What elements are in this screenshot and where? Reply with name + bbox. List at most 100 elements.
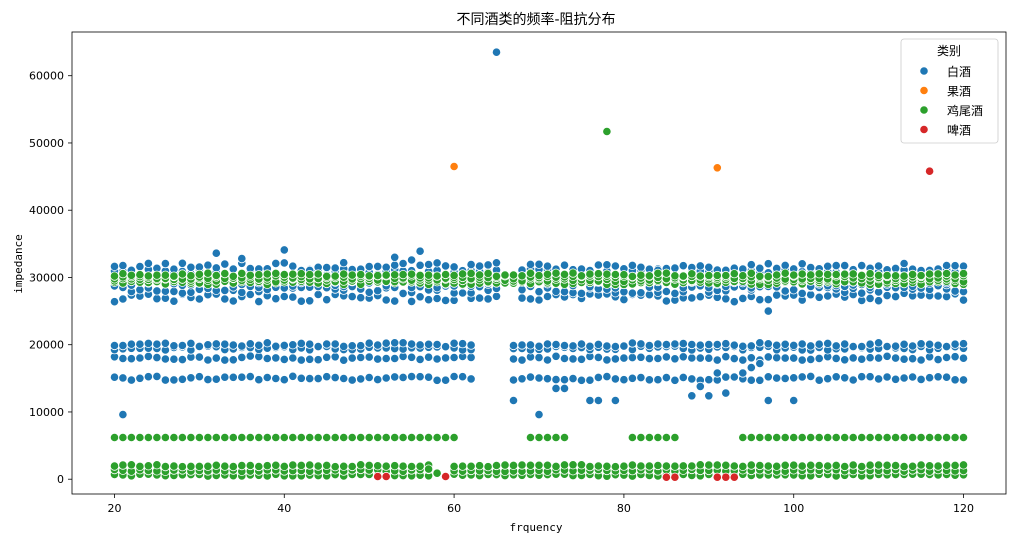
data-point (559, 375, 570, 385)
data-point (322, 295, 332, 305)
legend-marker (919, 66, 929, 76)
data-point (322, 352, 332, 362)
data-point (220, 432, 230, 443)
data-point (135, 432, 145, 443)
data-point (542, 269, 553, 279)
data-point (262, 269, 272, 279)
y-axis-label: impedance (12, 234, 25, 294)
data-point (899, 339, 909, 349)
data-point (373, 286, 383, 296)
data-point (500, 270, 510, 280)
data-point (721, 270, 731, 281)
data-point (339, 355, 349, 365)
data-point (653, 268, 663, 278)
data-point (313, 355, 323, 365)
data-point (958, 375, 969, 385)
data-point (135, 373, 145, 383)
data-point (806, 341, 816, 351)
data-point (534, 295, 544, 305)
data-point (245, 371, 255, 382)
legend-marker (919, 105, 929, 115)
data-point (797, 432, 807, 443)
data-point (390, 432, 400, 443)
data-point (890, 291, 901, 302)
data-point (109, 340, 120, 351)
data-point (721, 372, 731, 382)
data-point (491, 258, 502, 268)
data-point (254, 340, 264, 350)
data-point (381, 262, 391, 272)
data-point (390, 260, 400, 270)
data-point (712, 270, 722, 281)
data-point (347, 341, 357, 351)
data-point (670, 461, 680, 471)
data-point (568, 373, 578, 384)
data-point (958, 353, 969, 363)
data-point (254, 375, 264, 385)
data-point (449, 432, 459, 443)
data-point (415, 461, 425, 471)
data-point (203, 260, 213, 270)
data-point (840, 339, 850, 349)
data-point (525, 294, 536, 304)
data-point (542, 339, 553, 349)
data-point (958, 432, 969, 443)
data-point (797, 372, 807, 382)
data-point (288, 460, 298, 470)
data-point (670, 263, 680, 273)
data-point (305, 354, 315, 364)
data-point (933, 432, 943, 443)
data-point (203, 340, 213, 350)
data-point (797, 461, 807, 471)
data-point (160, 375, 170, 385)
data-point (882, 372, 892, 382)
data-point (254, 296, 264, 307)
data-point (789, 432, 799, 443)
data-point (755, 432, 765, 443)
data-point (924, 339, 935, 349)
data-point (831, 460, 841, 470)
data-point (933, 372, 943, 382)
data-point (279, 432, 289, 443)
data-point (593, 461, 604, 471)
data-point (432, 468, 442, 478)
data-point (534, 341, 544, 351)
data-point (474, 270, 485, 280)
data-point (551, 286, 561, 296)
data-point (288, 432, 298, 443)
data-point (593, 269, 604, 279)
data-point (143, 258, 153, 268)
data-point (118, 269, 128, 279)
data-point (330, 372, 340, 383)
data-point (831, 432, 841, 443)
data-point (288, 371, 298, 381)
data-point (593, 352, 604, 362)
data-point (670, 472, 680, 482)
data-point (109, 432, 120, 443)
data-point (542, 432, 553, 443)
data-point (152, 294, 162, 304)
data-point (857, 270, 867, 280)
data-point (636, 432, 646, 443)
data-point (288, 340, 298, 350)
data-point (890, 432, 901, 443)
data-point (466, 352, 476, 362)
data-point (118, 340, 128, 351)
data-point (712, 460, 722, 470)
data-point (687, 339, 697, 350)
data-point (627, 338, 638, 348)
data-point (440, 432, 451, 443)
data-point (271, 460, 281, 470)
data-point (924, 166, 935, 176)
data-point (237, 287, 247, 297)
data-point (152, 432, 162, 443)
data-point (211, 460, 221, 470)
data-point (449, 270, 459, 280)
data-point (721, 339, 731, 349)
data-point (755, 263, 765, 273)
data-point (279, 269, 289, 280)
data-point (152, 270, 162, 280)
y-tick-label: 10000 (29, 406, 64, 419)
